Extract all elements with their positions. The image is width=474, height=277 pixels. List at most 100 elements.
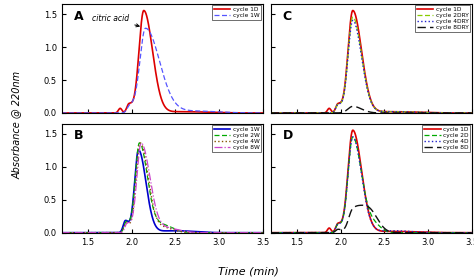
Line: cycle 4DRY: cycle 4DRY: [271, 20, 472, 113]
cycle 8D: [365, 205, 371, 209]
cycle 8D: [360, 204, 366, 207]
cycle 2D: [350, 135, 356, 138]
cycle 4W: [69, 231, 75, 234]
cycle 2W: [260, 231, 265, 234]
cycle 8DRY: [463, 111, 469, 115]
cycle 1W: [260, 111, 265, 115]
cycle 2DRY: [278, 111, 284, 115]
cycle 8DRY: [426, 111, 432, 115]
cycle 8DRY: [268, 111, 273, 115]
cycle 4W: [254, 231, 260, 234]
cycle 4D: [360, 183, 366, 186]
cycle 2W: [254, 231, 260, 234]
cycle 1D: [69, 111, 75, 115]
Line: cycle 2W: cycle 2W: [62, 143, 263, 233]
cycle 1D: [469, 111, 474, 115]
cycle 1W: [156, 228, 162, 232]
cycle 2DRY: [463, 111, 469, 115]
Line: cycle 1D: cycle 1D: [271, 11, 472, 113]
cycle 1D: [463, 231, 469, 234]
cycle 1D: [463, 111, 469, 115]
cycle 4D: [463, 231, 469, 234]
cycle 2W: [254, 231, 260, 234]
cycle 4W: [260, 231, 265, 234]
cycle 8W: [69, 231, 75, 234]
cycle 2D: [463, 231, 469, 234]
cycle 1D: [151, 60, 157, 63]
cycle 8DRY: [360, 108, 366, 111]
cycle 1W: [260, 231, 265, 234]
cycle 2W: [156, 220, 162, 223]
cycle 2DRY: [469, 111, 474, 115]
Text: A: A: [73, 10, 83, 23]
cycle 4DRY: [426, 111, 432, 114]
cycle 2W: [59, 231, 64, 234]
cycle 8W: [254, 231, 260, 234]
cycle 1W: [59, 231, 64, 234]
cycle 1D: [426, 111, 432, 114]
cycle 1D: [59, 111, 64, 115]
cycle 4W: [59, 231, 64, 234]
Line: cycle 8DRY: cycle 8DRY: [271, 106, 472, 113]
cycle 2DRY: [463, 111, 469, 115]
Text: C: C: [283, 10, 292, 23]
Line: cycle 4W: cycle 4W: [62, 143, 263, 233]
Line: cycle 2D: cycle 2D: [271, 137, 472, 233]
cycle 2D: [268, 231, 273, 234]
cycle 2D: [365, 206, 371, 209]
cycle 2W: [137, 141, 142, 145]
cycle 8D: [359, 204, 365, 207]
Text: B: B: [73, 129, 83, 142]
Line: cycle 8W: cycle 8W: [62, 143, 263, 233]
cycle 1D: [217, 111, 223, 114]
cycle 1D: [350, 9, 356, 12]
cycle 4DRY: [463, 111, 469, 115]
cycle 8DRY: [278, 111, 284, 115]
cycle 1D: [278, 231, 284, 234]
cycle 8W: [151, 199, 157, 202]
cycle 8W: [217, 231, 223, 234]
cycle 1D: [350, 129, 356, 132]
cycle 4W: [254, 231, 260, 234]
cycle 2DRY: [365, 91, 371, 95]
cycle 4DRY: [350, 19, 356, 22]
cycle 4DRY: [463, 111, 469, 115]
cycle 1W: [254, 231, 260, 234]
cycle 4D: [365, 211, 371, 214]
cycle 1W: [69, 231, 75, 234]
cycle 8DRY: [350, 105, 356, 108]
cycle 1D: [268, 231, 273, 234]
cycle 1D: [360, 60, 366, 63]
Text: Absorbance @ 220nm: Absorbance @ 220nm: [12, 71, 22, 179]
cycle 1D: [156, 90, 162, 94]
cycle 2DRY: [426, 111, 432, 114]
cycle 1W: [59, 111, 64, 115]
Legend: cycle 1W, cycle 2W, cycle 4W, cycle 8W: cycle 1W, cycle 2W, cycle 4W, cycle 8W: [212, 125, 262, 152]
Legend: cycle 1D, cycle 1W: cycle 1D, cycle 1W: [212, 5, 262, 20]
Line: cycle 1W: cycle 1W: [62, 28, 263, 113]
cycle 2D: [463, 231, 469, 234]
cycle 1D: [141, 9, 146, 12]
cycle 4DRY: [278, 111, 284, 115]
cycle 4W: [137, 141, 143, 145]
cycle 4DRY: [469, 111, 474, 115]
cycle 2DRY: [268, 111, 273, 115]
cycle 4W: [156, 221, 162, 225]
cycle 1W: [156, 59, 162, 63]
cycle 2DRY: [360, 63, 366, 67]
cycle 1D: [365, 210, 371, 213]
cycle 4W: [217, 231, 223, 234]
cycle 4DRY: [268, 111, 273, 115]
cycle 8W: [156, 217, 162, 220]
cycle 1D: [260, 111, 265, 115]
Legend: cycle 1D, cycle 2DRY, cycle 4DRY, cycle 8DRY: cycle 1D, cycle 2DRY, cycle 4DRY, cycle …: [415, 5, 471, 32]
cycle 2D: [360, 181, 366, 184]
cycle 1D: [469, 231, 474, 234]
cycle 1W: [151, 41, 157, 44]
cycle 1W: [254, 231, 260, 234]
cycle 2W: [151, 210, 157, 213]
Text: D: D: [283, 129, 293, 142]
cycle 8D: [268, 231, 273, 234]
cycle 1D: [365, 90, 371, 94]
Line: cycle 1D: cycle 1D: [62, 11, 263, 113]
